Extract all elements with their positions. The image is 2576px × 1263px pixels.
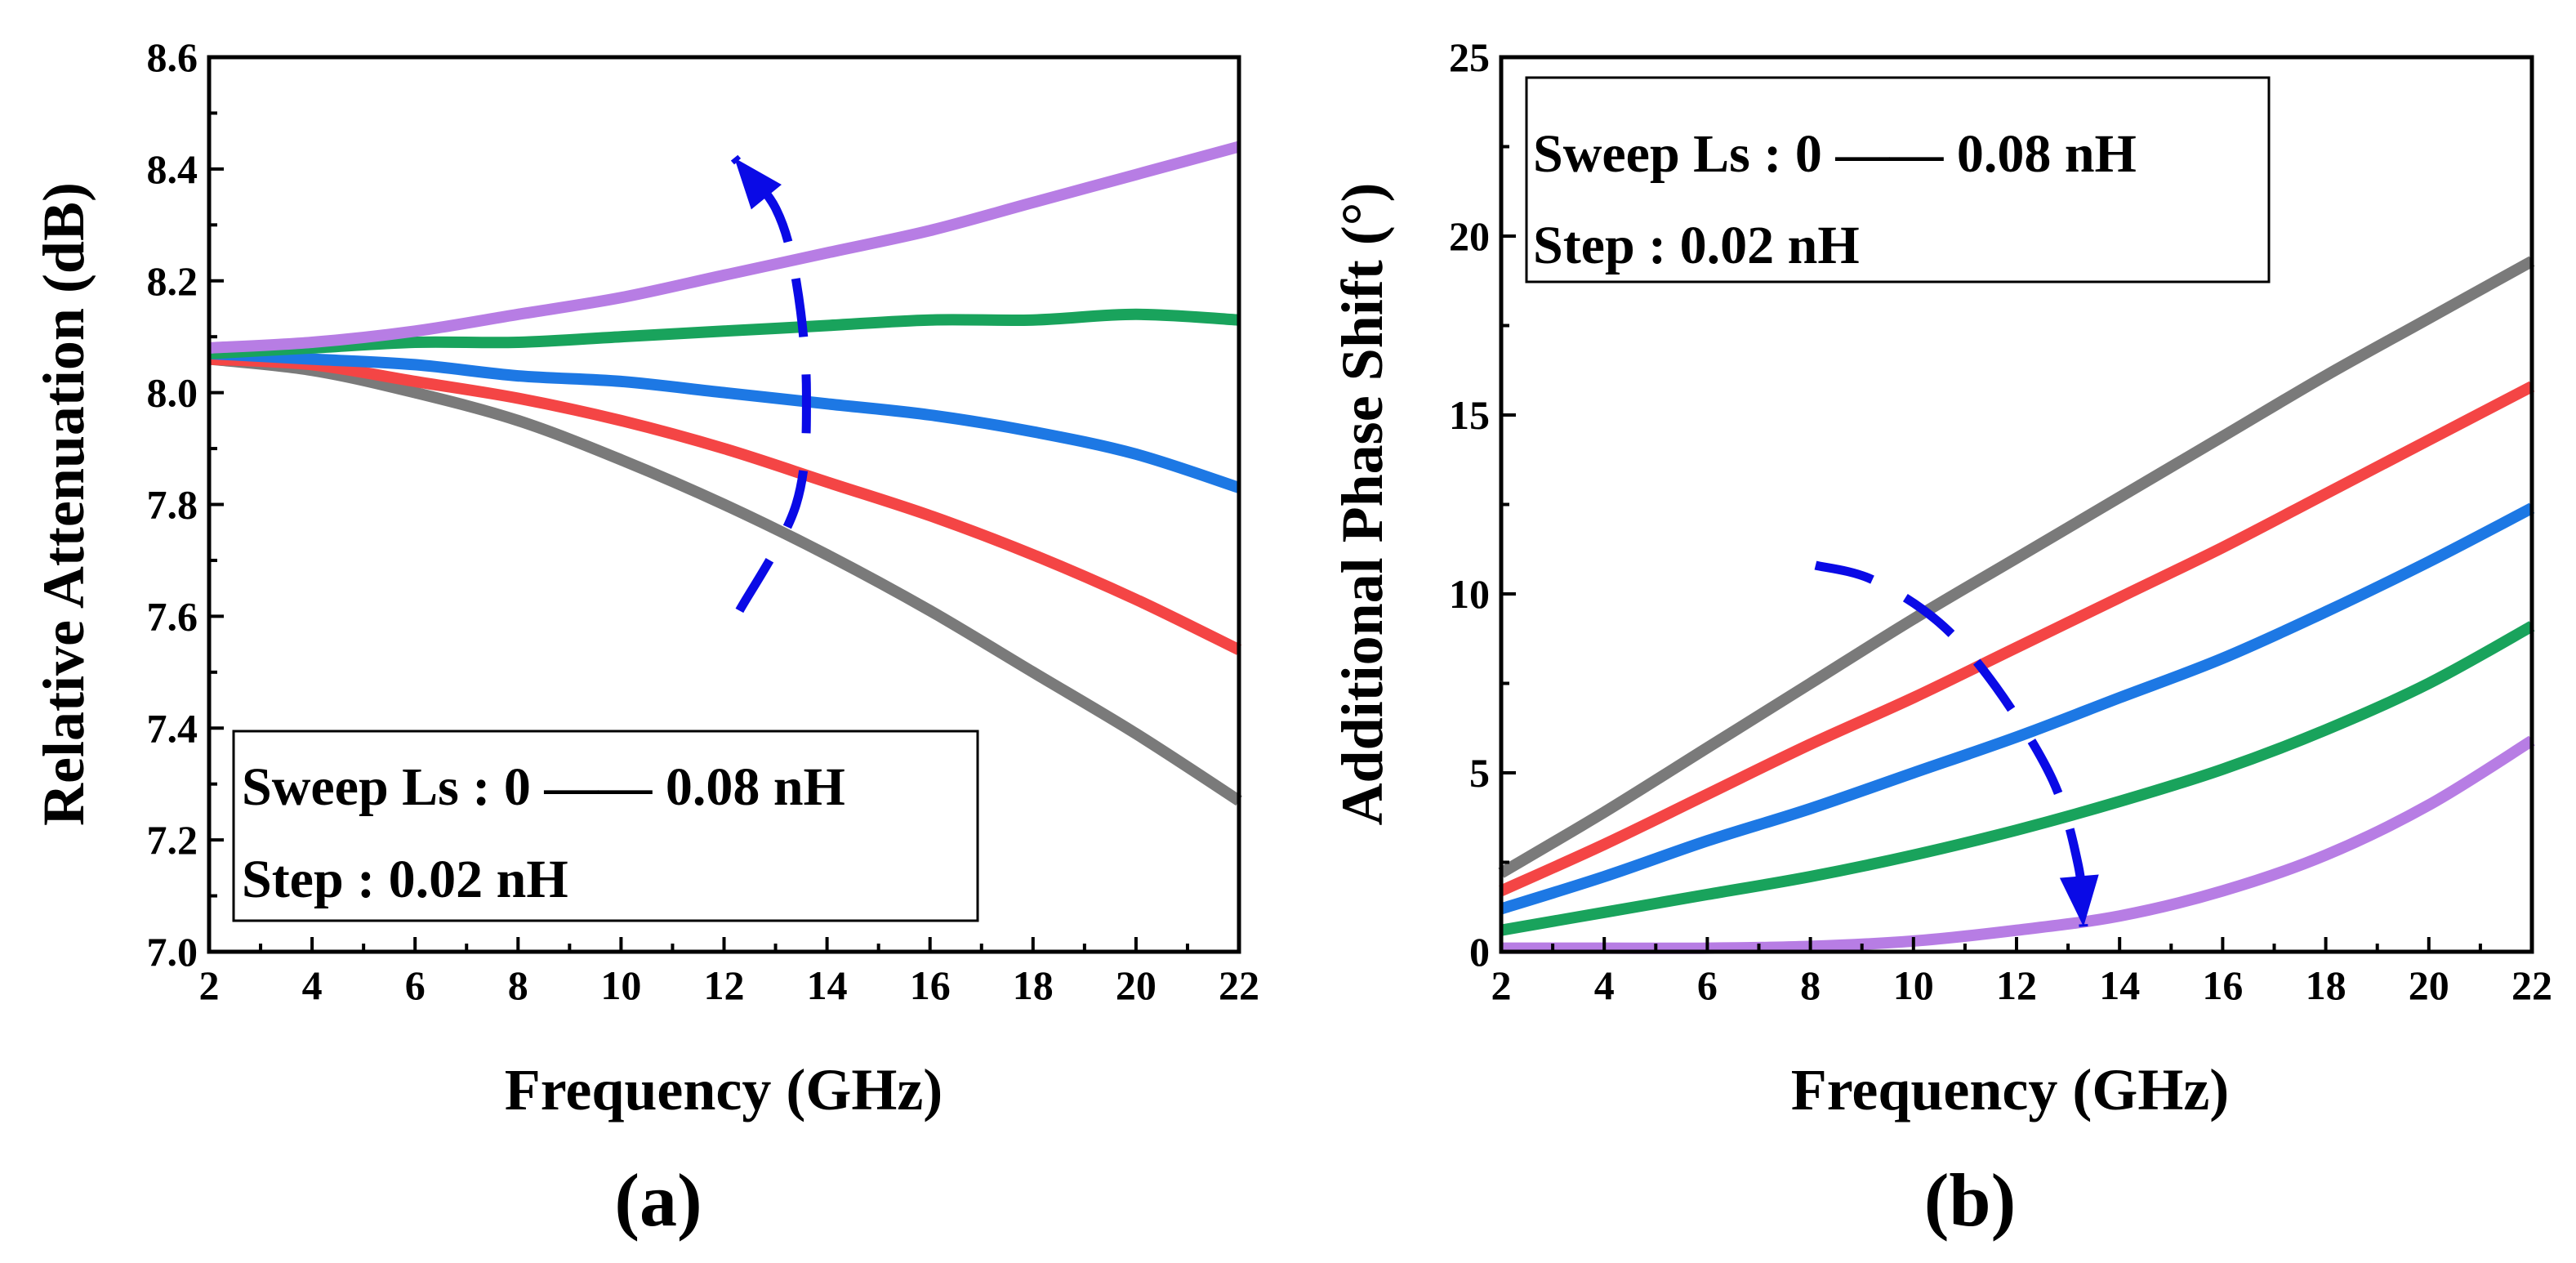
panel-a-ticks	[207, 56, 1241, 953]
panel-b-y-tick-label: 15	[1449, 392, 1490, 438]
panel-a-y-tick-label: 8.2	[147, 258, 198, 304]
panel-a-y-tick-label: 8.0	[147, 370, 198, 416]
panel-a-x-tick-label: 20	[1116, 962, 1157, 1008]
panel-b-ticks	[1500, 56, 2534, 953]
panel-a-series-line-3	[208, 308, 1240, 359]
panel-b-y-tick-label: 5	[1469, 750, 1490, 796]
panel-a-label: (a)	[614, 1158, 702, 1242]
panel-b-legend-box	[1525, 76, 2271, 283]
panel-b-x-tick-label: 10	[1893, 962, 1934, 1008]
panel-b-x-tick-label: 12	[1996, 962, 2037, 1008]
panel-a-y-tick-label: 8.6	[147, 34, 198, 80]
panel-b-phase-shift-chart: 2 4 6 8 10 12 14 16 18 20 22 0 5 10 15 20 25 Frequency (…	[1330, 34, 2552, 1242]
panel-a-y-tick-label: 7.8	[147, 482, 198, 528]
panel-a-x-tick-label: 4	[302, 962, 323, 1008]
panel-a-y-tick-label: 7.6	[147, 593, 198, 639]
panel-a-x-tick-label: 6	[405, 962, 426, 1008]
panel-a-legend-line-2: Step : 0.02 nH	[242, 850, 568, 909]
panel-b-y-tick-label: 10	[1449, 571, 1490, 617]
panel-a-legend: Sweep Ls : 0 —— 0.08 nH Step : 0.02 nH	[232, 730, 979, 922]
panel-b-x-tick-label: 4	[1594, 962, 1615, 1008]
panel-a-legend-line-1: Sweep Ls : 0 —— 0.08 nH	[242, 757, 845, 817]
panel-a-x-tick-label: 8	[508, 962, 528, 1008]
panel-a-x-tick-label: 18	[1013, 962, 1054, 1008]
panel-b-x-tick-label: 20	[2409, 962, 2449, 1008]
panel-b-series-line-0	[1498, 256, 2535, 878]
panel-a-y-axis-title: Relative Attenuation (dB)	[31, 182, 96, 826]
panel-b-x-tick-label: 2	[1491, 962, 1512, 1008]
panel-b-sweep-arc	[1814, 560, 2088, 927]
panel-a-y-tick-label: 8.4	[147, 146, 198, 192]
panel-b-x-axis-title: Frequency (GHz)	[1791, 1057, 2230, 1122]
panel-b-y-tick-label: 20	[1449, 213, 1490, 259]
panel-a-y-tick-label: 7.4	[147, 705, 198, 751]
panel-b-series-line-1	[1499, 381, 2535, 896]
panel-a-x-tick-label: 16	[910, 962, 951, 1008]
panel-b-y-tick-label: 0	[1469, 929, 1490, 975]
panel-b-x-tick-label: 8	[1800, 962, 1821, 1008]
panel-b-x-tick-label: 22	[2511, 962, 2552, 1008]
panel-b-series-line-3	[1500, 621, 2535, 936]
panel-b-label: (b)	[1924, 1158, 2016, 1242]
panel-b-curves	[1498, 256, 2535, 954]
panel-a-x-tick-label: 10	[600, 962, 641, 1008]
panel-b-tick-labels: 2 4 6 8 10 12 14 16 18 20 22 0 5 10 15 20 25	[1449, 34, 2552, 1008]
panel-a-x-tick-label: 14	[807, 962, 848, 1008]
panel-b-sweep-arrowhead	[2059, 874, 2099, 927]
panel-a-series-line-1	[208, 353, 1242, 655]
panel-a-sweep-arc	[730, 154, 811, 614]
panel-a-sweep-arrow	[730, 154, 811, 614]
panel-b-legend-line-2: Step : 0.02 nH	[1533, 216, 1860, 275]
panel-a-legend-box	[232, 730, 979, 922]
panel-b-legend: Sweep Ls : 0 —— 0.08 nH Step : 0.02 nH	[1525, 76, 2271, 283]
panel-a-x-tick-label: 2	[199, 962, 220, 1008]
panel-b-x-tick-label: 6	[1697, 962, 1718, 1008]
panel-b-x-tick-label: 16	[2202, 962, 2243, 1008]
panel-b-sweep-arrow	[1814, 560, 2099, 927]
panel-b-y-tick-label: 25	[1449, 34, 1490, 80]
panel-a-curves	[208, 141, 1242, 806]
panel-a-y-tick-label: 7.0	[147, 929, 198, 975]
panel-a-x-tick-label: 12	[704, 962, 745, 1008]
panel-a-y-tick-label: 7.2	[147, 817, 198, 863]
panel-a-tick-labels: 2 4 6 8 10 12 14 16 18 20 22 7.0 7.2 7.4 7.6 7.8 8.0 8.2 8…	[147, 34, 1260, 1008]
panel-a-attenuation-chart: 2 4 6 8 10 12 14 16 18 20 22 7.0 7.2 7.4 7.6 7.8 8.0 8.2 8…	[31, 34, 1259, 1242]
panel-b-series-line-4	[1500, 735, 2535, 954]
panel-a-series-line-4	[208, 141, 1241, 354]
panel-b-series-line-2	[1499, 502, 2535, 915]
panel-a-sweep-arrowhead	[734, 158, 782, 210]
panel-b-y-axis-title: Additional Phase Shift (°)	[1330, 183, 1395, 826]
panel-b-legend-line-1: Sweep Ls : 0 —— 0.08 nH	[1533, 124, 2137, 184]
panel-a-x-tick-label: 22	[1219, 962, 1259, 1008]
panel-a-series-line-0	[208, 353, 1242, 806]
panel-b-x-tick-label: 18	[2306, 962, 2346, 1008]
panel-b-x-tick-label: 14	[2099, 962, 2140, 1008]
panel-a-series-line-2	[208, 347, 1241, 493]
panel-a-x-axis-title: Frequency (GHz)	[505, 1057, 943, 1122]
